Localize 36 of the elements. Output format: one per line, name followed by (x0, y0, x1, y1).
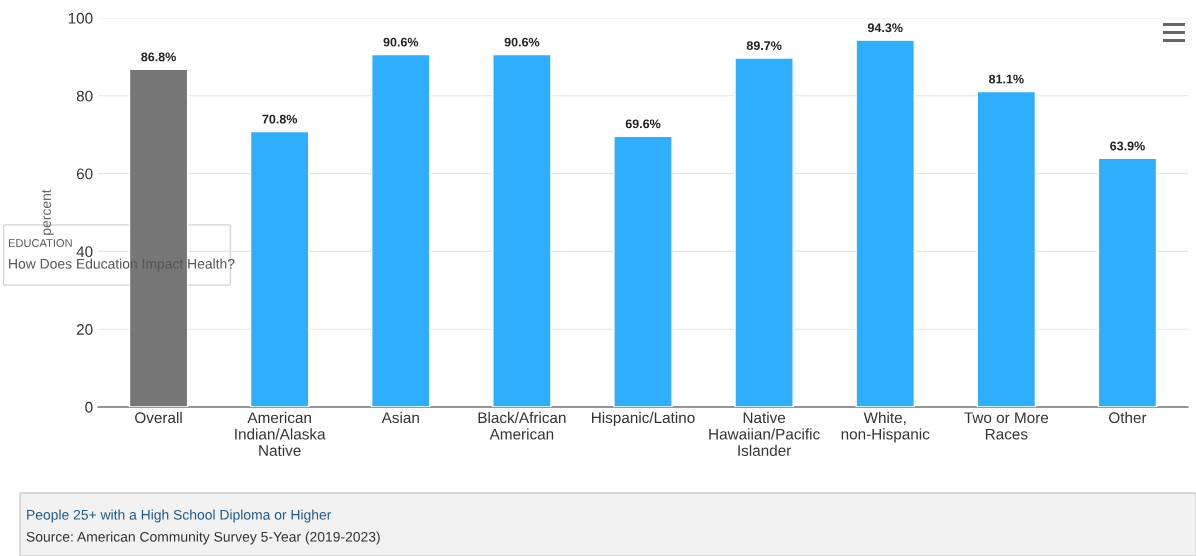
y-tick-label: 0 (85, 401, 93, 413)
y-tick-label: 60 (76, 168, 93, 180)
source-note: Source: American Community Survey 5-Year (2019-2023) (26, 531, 380, 545)
data-label: 90.6% (383, 37, 419, 47)
text: People 25+ with a High School Diploma or Higher (27, 509, 332, 523)
y-axis-title: percent (41, 189, 54, 235)
x-tick-label: Native Hawaiian/Pacific Islander (709, 411, 820, 456)
bar (249, 130, 310, 407)
y-tick-label: 80 (76, 90, 93, 102)
bar (371, 53, 431, 407)
x-tick-label: Black/African American (478, 411, 566, 440)
x-tick-label: Overall (135, 411, 182, 424)
y-tick-label: 40 (76, 246, 93, 258)
y-tick-label: 100 (68, 12, 93, 24)
data-label: 63.9% (1110, 141, 1145, 151)
x-tick-label: Other (1109, 411, 1147, 424)
x-tick-label: Hispanic/Latino (592, 411, 695, 427)
x-tick-label: Two or More Races (964, 412, 1049, 440)
bar (613, 135, 673, 407)
x-tick-label: Asian (381, 411, 419, 424)
text: EDUCATION (8, 239, 72, 247)
data-label: 90.6% (504, 37, 540, 47)
x-tick-label: American Indian/Alaska Native (235, 411, 326, 456)
bar (492, 53, 552, 407)
bar (1097, 157, 1158, 407)
bar (855, 39, 915, 407)
bar (976, 90, 1037, 407)
data-label: 94.3% (867, 23, 903, 33)
y-tick-label: 20 (76, 324, 93, 335)
data-label: 70.8% (262, 114, 298, 124)
data-label: 86.8% (141, 52, 176, 62)
bar (734, 57, 794, 407)
data-label: 81.1% (989, 74, 1024, 84)
x-tick-label: White, non-Hispanic (841, 411, 930, 443)
data-label: 69.6% (625, 119, 661, 129)
data-label: 89.7% (746, 41, 782, 51)
